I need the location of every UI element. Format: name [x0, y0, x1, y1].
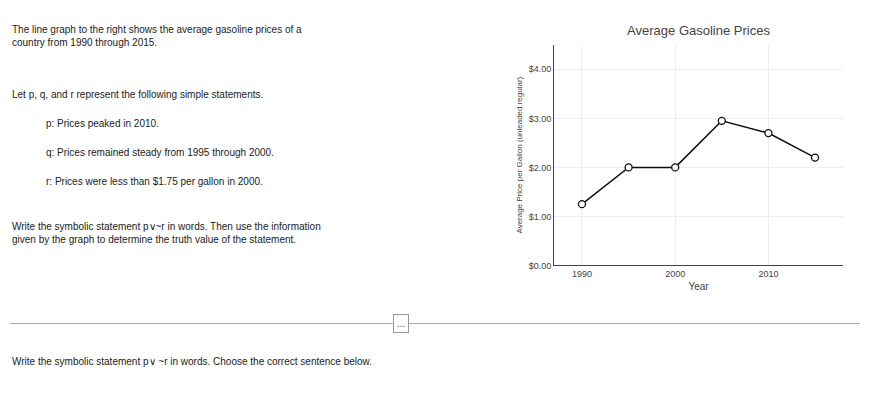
svg-text:1990: 1990	[572, 269, 592, 279]
svg-text:2010: 2010	[758, 269, 778, 279]
svg-text:Let p, q, and r represent the: Let p, q, and r represent the following …	[12, 89, 263, 100]
svg-text:...: ...	[397, 318, 405, 329]
svg-text:The line graph to the right sh: The line graph to the right shows the av…	[12, 24, 302, 48]
svg-text:$0.00: $0.00	[529, 261, 552, 271]
svg-text:r: Prices were less than $1.75: r: Prices were less than $1.75 per gallo…	[46, 176, 263, 187]
svg-text:Write the symbolic statement p: Write the symbolic statement p∨~r in wor…	[12, 221, 321, 245]
svg-text:$2.00: $2.00	[529, 163, 552, 173]
svg-text:Write the symbolic statement p: Write the symbolic statement p∨ ~r in wo…	[12, 356, 372, 367]
svg-text:2000: 2000	[665, 269, 685, 279]
svg-text:Average Price per Gallon (unle: Average Price per Gallon (unleaded regul…	[515, 76, 524, 233]
svg-text:q: Prices remained steady from: q: Prices remained steady from 1995 thro…	[46, 147, 274, 158]
svg-text:Year: Year	[688, 281, 709, 292]
svg-text:$4.00: $4.00	[529, 64, 552, 74]
svg-text:Average Gasoline Prices: Average Gasoline Prices	[627, 23, 770, 38]
svg-text:p: Prices peaked in 2010.: p: Prices peaked in 2010.	[46, 118, 159, 129]
svg-text:$1.00: $1.00	[529, 212, 552, 222]
svg-text:$3.00: $3.00	[529, 114, 552, 124]
